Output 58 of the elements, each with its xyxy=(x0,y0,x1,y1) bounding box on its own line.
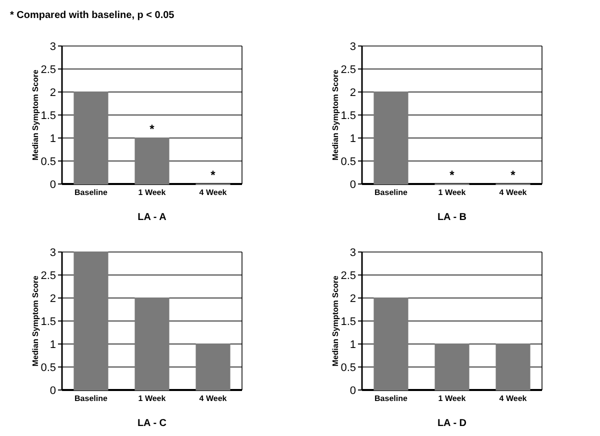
y-tick-label: 2.5 xyxy=(40,270,56,282)
x-tick-label: Baseline xyxy=(74,394,108,403)
y-tick-label: 1.5 xyxy=(40,316,56,328)
y-tick-label: 2 xyxy=(350,292,356,305)
y-axis-title: Median Symptom Score xyxy=(331,69,340,160)
x-tick-label: 1 Week xyxy=(438,394,466,403)
y-tick-label: 2 xyxy=(350,86,356,99)
y-tick-label: 3 xyxy=(50,246,56,259)
y-tick-label: 0.5 xyxy=(340,156,356,168)
bar xyxy=(196,344,230,390)
y-tick-label: 1.5 xyxy=(340,110,356,122)
y-axis-title: Median Symptom Score xyxy=(31,275,40,366)
y-tick-label: 0 xyxy=(50,178,56,191)
bar xyxy=(134,298,170,390)
y-tick-label: 1.5 xyxy=(340,316,356,328)
y-tick-label: 0 xyxy=(50,384,56,397)
x-tick-label: Baseline xyxy=(374,394,408,403)
x-axis-title: LA - A xyxy=(138,212,166,223)
y-tick-label: 0 xyxy=(350,384,356,397)
x-axis-title: LA - D xyxy=(437,418,467,429)
y-tick-label: 0 xyxy=(350,178,356,191)
bar xyxy=(74,92,108,184)
bar xyxy=(134,138,170,184)
y-tick-label: 3 xyxy=(350,40,356,53)
x-axis-title: LA - C xyxy=(137,418,167,429)
x-axis-title: LA - B xyxy=(437,212,467,223)
y-tick-label: 1.5 xyxy=(40,110,56,122)
y-tick-label: 0.5 xyxy=(40,156,56,168)
y-tick-label: 2 xyxy=(50,292,56,305)
y-tick-label: 3 xyxy=(350,246,356,259)
text: * Compared with baseline, p < 0.05 xyxy=(10,10,175,21)
x-tick-label: 1 Week xyxy=(138,394,166,403)
annotation: * xyxy=(150,122,155,136)
annotation: * xyxy=(510,168,516,182)
y-axis-title: Median Symptom Score xyxy=(331,275,340,366)
x-tick-label: 4 Week xyxy=(199,188,228,197)
y-tick-label: 2 xyxy=(50,86,56,99)
y-tick-label: 2.5 xyxy=(340,270,356,282)
bar xyxy=(74,252,108,390)
y-tick-label: 2.5 xyxy=(340,64,356,76)
y-tick-label: 0.5 xyxy=(40,362,56,374)
y-tick-label: 1 xyxy=(350,132,356,145)
x-tick-label: 4 Week xyxy=(499,188,528,197)
y-tick-label: 1 xyxy=(50,132,56,145)
y-tick-label: 3 xyxy=(50,40,56,53)
x-tick-label: 4 Week xyxy=(199,394,228,403)
x-tick-label: 1 Week xyxy=(138,188,166,197)
x-tick-label: Baseline xyxy=(374,188,408,197)
y-axis-title: Median Symptom Score xyxy=(31,69,40,160)
y-tick-label: 1 xyxy=(350,338,356,351)
y-tick-label: 2.5 xyxy=(40,64,56,76)
x-tick-label: 1 Week xyxy=(438,188,466,197)
annotation: * xyxy=(450,168,455,182)
annotation: * xyxy=(210,168,216,182)
x-tick-label: 4 Week xyxy=(499,394,528,403)
y-tick-label: 1 xyxy=(50,338,56,351)
x-tick-label: Baseline xyxy=(74,188,108,197)
y-tick-label: 0.5 xyxy=(340,362,356,374)
